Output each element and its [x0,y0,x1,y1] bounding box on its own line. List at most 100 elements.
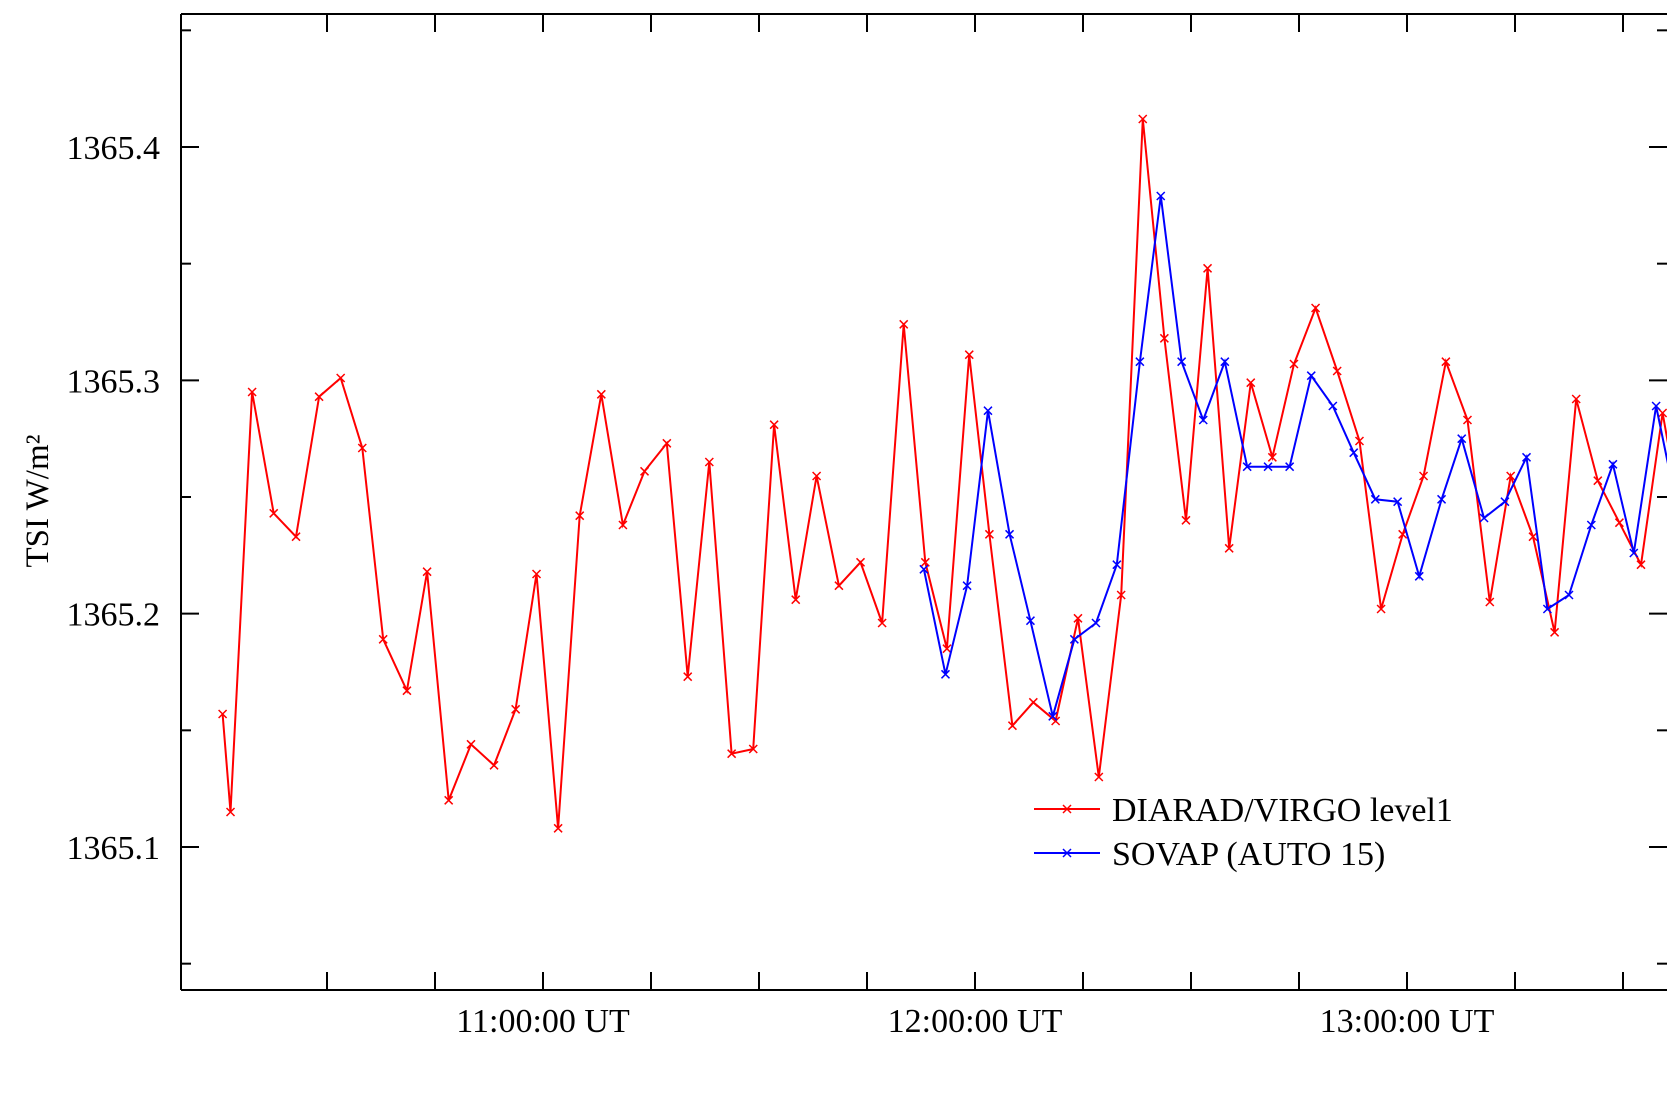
y-tick-label: 1365.3 [67,363,161,400]
data-point [1138,114,1148,124]
data-point [920,557,930,567]
data-point [1528,532,1538,542]
data-point [1028,697,1038,707]
data-point [748,744,758,754]
data-point [618,520,628,530]
data-point [1116,590,1126,600]
data-point [1112,560,1122,570]
data-point [1203,263,1213,273]
data-point [1419,471,1429,481]
x-tick-label: 11:00:00 UT [456,1003,630,1040]
data-point [314,392,324,402]
data-point [1005,529,1015,539]
legend-item: SOVAP (AUTO 15) [1034,836,1385,873]
data-point [1593,476,1603,486]
data-point [1267,452,1277,462]
data-point [1224,543,1234,553]
data-point [1457,434,1467,444]
data-point [1246,378,1256,388]
data-point [596,389,606,399]
data-point [402,686,412,696]
legend-item: DIARAD/VIRGO level1 [1034,792,1453,829]
data-point [1349,448,1359,458]
data-point [1437,494,1447,504]
data-point [1159,333,1169,343]
legend-marker [1062,848,1072,858]
data-point [962,581,972,591]
data-point [1289,359,1299,369]
legend-marker [1062,804,1072,814]
y-tick-label: 1365.4 [67,130,161,167]
data-point [247,387,257,397]
series-line [922,195,1667,717]
series-layer [218,114,1667,833]
data-point [553,823,563,833]
data-point [834,581,844,591]
data-point [1586,520,1596,530]
legend: DIARAD/VIRGO level1 SOVAP (AUTO 15) [1034,792,1453,873]
data-point [1025,616,1035,626]
data-point [1636,560,1646,570]
data-point [1479,513,1489,523]
data-point [662,438,672,448]
data-point [269,508,279,518]
data-point [1135,357,1145,367]
series-sovap-auto-15 [919,191,1667,721]
legend-label: DIARAD/VIRGO level1 [1112,792,1453,829]
data-point [531,569,542,579]
data-point [1328,401,1338,411]
data-point [1393,497,1403,507]
data-point [357,443,367,453]
data-point [444,795,454,805]
data-point [1048,711,1058,721]
data-point [1311,303,1321,313]
data-point [1094,772,1104,782]
data-point [855,557,866,567]
data-point [812,471,822,481]
data-point [1156,191,1166,201]
data-point [683,672,693,682]
data-point [511,704,521,714]
data-point [1542,604,1552,614]
data-point [1414,571,1424,581]
data-point [1306,371,1316,381]
data-point [1051,716,1061,726]
data-point [1263,462,1273,472]
data-point [218,709,228,719]
data-point [1500,497,1510,507]
tick-layer: 1365.1 1365.2 1365.3 1365.4 11:00:00 UT 12:00… [67,14,1667,1040]
data-point [1177,357,1187,367]
data-point [1441,357,1451,367]
data-point [1485,597,1495,607]
legend-label: SOVAP (AUTO 15) [1112,836,1385,873]
data-point [1608,459,1618,469]
data-point [1332,366,1342,376]
data-point [1370,494,1380,504]
data-point [489,760,499,770]
data-point [1629,548,1639,558]
y-axis-title: TSI W/m² [20,434,56,567]
data-point [1376,604,1386,614]
data-point [1354,436,1365,446]
data-point [942,644,952,654]
data-point [1614,518,1624,528]
data-point [727,749,737,759]
data-point [639,466,650,476]
data-point [225,807,236,817]
data-point [940,669,951,679]
data-point [1285,462,1295,472]
data-point [336,373,346,383]
data-point [1658,408,1667,418]
data-point [1091,618,1101,628]
data-point [1220,357,1230,367]
data-point [704,457,714,467]
y-tick-label: 1365.2 [67,597,161,634]
data-point [899,319,909,329]
data-point [1506,471,1516,481]
data-point [919,564,929,574]
data-point [877,618,887,628]
data-point [1571,394,1581,404]
x-tick-label: 13:00:00 UT [1320,1003,1495,1040]
x-tick-label: 12:00:00 UT [888,1003,1063,1040]
